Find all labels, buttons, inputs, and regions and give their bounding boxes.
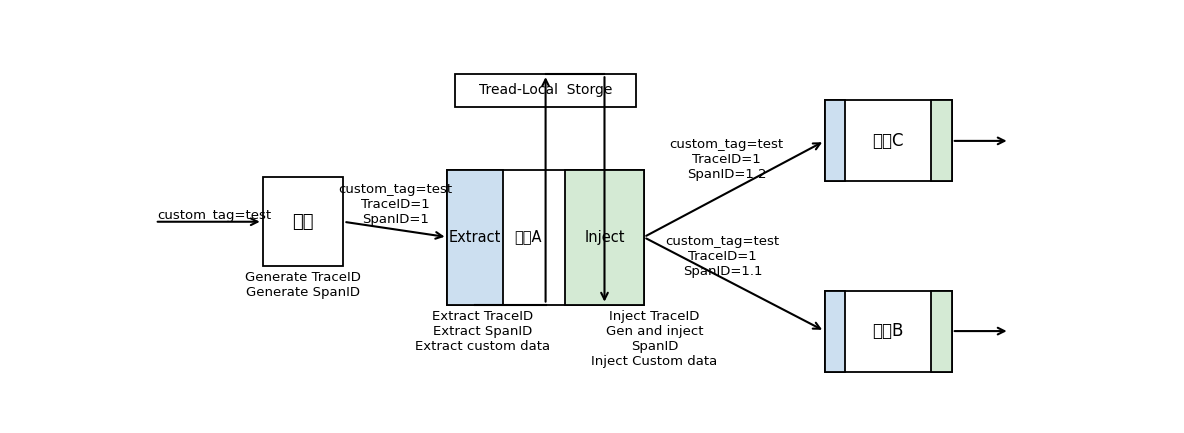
Text: Extract TraceID
Extract SpanID
Extract custom data: Extract TraceID Extract SpanID Extract c… xyxy=(416,310,551,353)
Bar xyxy=(455,74,636,107)
Text: custom_tag=test
TraceID=1
SpanID=1.1: custom_tag=test TraceID=1 SpanID=1.1 xyxy=(665,235,780,278)
Bar xyxy=(825,291,845,372)
Text: 服务C: 服务C xyxy=(873,132,905,150)
Bar xyxy=(825,100,952,181)
Bar xyxy=(565,170,644,304)
Bar xyxy=(448,170,503,304)
Text: custom_tag=test: custom_tag=test xyxy=(157,209,271,222)
Bar xyxy=(931,100,952,181)
Text: 网关: 网关 xyxy=(292,213,314,231)
Text: Tread-Local  Storge: Tread-Local Storge xyxy=(478,84,612,97)
Text: Inject TraceID
Gen and inject
SpanID
Inject Custom data: Inject TraceID Gen and inject SpanID Inj… xyxy=(592,310,718,368)
Text: 服务A: 服务A xyxy=(515,229,542,245)
Text: custom_tag=test
TraceID=1
SpanID=1.2: custom_tag=test TraceID=1 SpanID=1.2 xyxy=(669,138,784,181)
Bar xyxy=(448,170,644,304)
Bar xyxy=(825,291,952,372)
Bar xyxy=(263,178,343,266)
Bar xyxy=(931,291,952,372)
Text: 服务B: 服务B xyxy=(873,322,903,340)
Bar xyxy=(825,100,845,181)
Text: Inject: Inject xyxy=(584,229,625,245)
Text: Extract: Extract xyxy=(449,229,501,245)
Text: Generate TraceID
Generate SpanID: Generate TraceID Generate SpanID xyxy=(245,271,361,299)
Text: custom_tag=test
TraceID=1
SpanID=1: custom_tag=test TraceID=1 SpanID=1 xyxy=(339,183,452,226)
